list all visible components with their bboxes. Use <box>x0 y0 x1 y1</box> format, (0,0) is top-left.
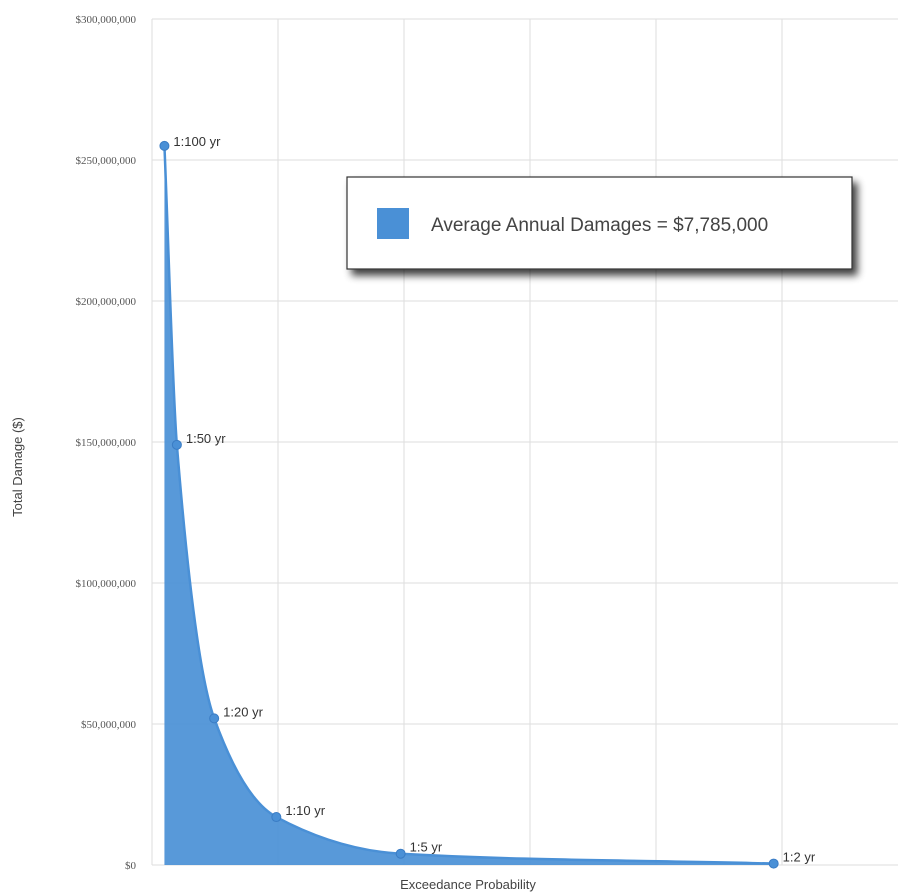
y-tick-label: $50,000,000 <box>81 719 137 731</box>
y-tick-label: $200,000,000 <box>76 296 137 308</box>
y-axis-title: Total Damage ($) <box>10 417 25 517</box>
data-point-label: 1:50 yr <box>186 431 226 446</box>
y-tick-label: $250,000,000 <box>76 155 137 167</box>
grid <box>151 18 898 866</box>
data-point-label: 1:5 yr <box>410 840 443 855</box>
data-point <box>271 812 282 823</box>
x-axis-title: Exceedance Probability <box>400 877 536 892</box>
data-point <box>159 140 170 151</box>
y-tick-labels: $0 $50,000,000 $100,000,000 $150,000,000 $20… <box>76 14 137 872</box>
data-point <box>768 858 779 869</box>
data-points: 1:100 yr 1:50 yr 1:20 yr 1:10 yr 1:5 yr 1:2 y… <box>159 134 816 869</box>
legend-swatch <box>377 208 409 239</box>
y-tick-label: $300,000,000 <box>76 14 137 26</box>
y-tick-label: $0 <box>125 860 137 872</box>
damage-curve <box>163 145 774 865</box>
data-point-label: 1:10 yr <box>285 803 325 818</box>
data-point-label: 1:2 yr <box>783 850 816 865</box>
data-point <box>395 848 406 859</box>
y-tick-label: $150,000,000 <box>76 437 137 449</box>
y-tick-label: $100,000,000 <box>76 578 137 590</box>
data-point-label: 1:20 yr <box>223 704 263 719</box>
legend: Average Annual Damages = $7,785,000 <box>346 176 853 270</box>
legend-text: Average Annual Damages = $7,785,000 <box>431 215 768 236</box>
data-point <box>209 713 220 724</box>
legend-box <box>346 176 853 270</box>
data-point <box>171 439 182 450</box>
damage-area <box>164 145 774 865</box>
data-point-label: 1:100 yr <box>173 134 221 149</box>
